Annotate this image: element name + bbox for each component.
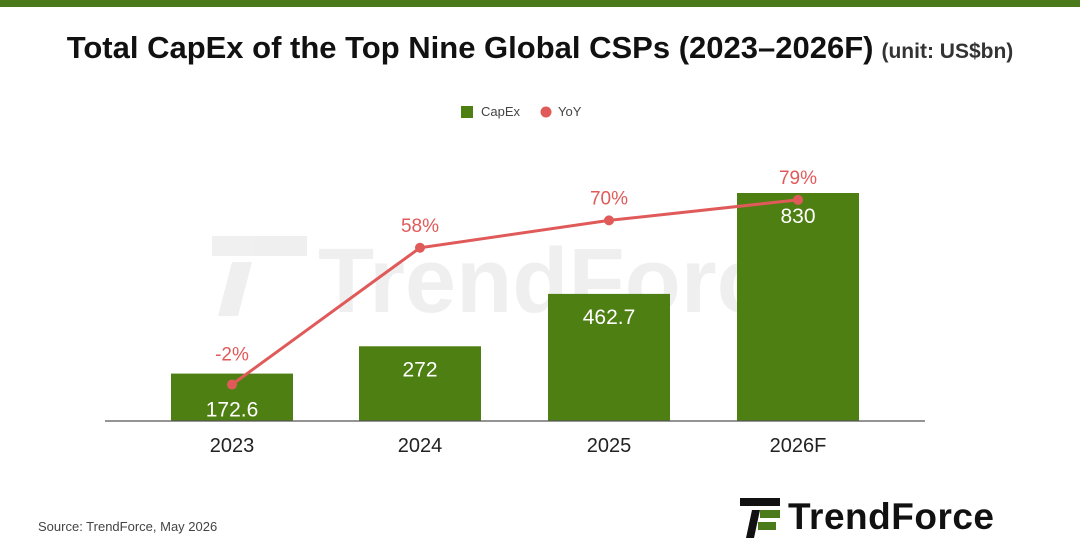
trendforce-logo-icon: [740, 498, 780, 538]
yoy-label-2023: -2%: [215, 345, 249, 366]
capex-label-2025: 462.7: [583, 306, 636, 329]
legend-yoy-marker: [540, 106, 552, 118]
yoy-label-2025: 70%: [590, 188, 628, 209]
legend-yoy-label: YoY: [558, 104, 582, 119]
capex-bars: [171, 193, 859, 421]
chart-title: Total CapEx of the Top Nine Global CSPs …: [66, 30, 874, 65]
yoy-line: [231, 198, 799, 386]
trendforce-watermark: TrendForce: [212, 230, 819, 332]
yoy-label-2026F: 79%: [779, 168, 817, 189]
x-tick-2024: 2024: [398, 435, 443, 457]
watermark-icon-bar: [212, 236, 307, 256]
capex-bar-2026F: [737, 193, 859, 421]
x-tick-2023: 2023: [210, 435, 255, 457]
yoy-line-series: -2% 58% 70% 79%: [215, 168, 817, 390]
trendforce-logo: TrendForce: [738, 494, 1058, 542]
x-tick-labels: 2023 2024 2025 2026F: [210, 435, 827, 457]
combo-chart: TrendForce CapEx YoY 172.6 272 462.7 830 -2%…: [105, 104, 925, 457]
chart-unit: (unit: US$bn): [881, 40, 1014, 63]
legend-capex-label: CapEx: [481, 104, 521, 119]
yoy-point-2024: [415, 242, 425, 253]
watermark-icon-stem: [218, 262, 252, 316]
capex-bar-2025: [548, 293, 670, 421]
capex-label-2026F: 830: [780, 205, 815, 228]
capex-label-2024: 272: [402, 358, 437, 381]
yoy-point-2023: [227, 379, 237, 390]
x-tick-2026F: 2026F: [770, 435, 827, 457]
capex-bar-2024: [359, 346, 481, 421]
capex-data-labels: 172.6 272 462.7 830: [206, 205, 816, 422]
yoy-point-2026F: [793, 194, 803, 205]
capex-label-2023: 172.6: [206, 399, 259, 422]
source-note: Source: TrendForce, May 2026: [38, 519, 218, 534]
x-tick-2025: 2025: [587, 435, 632, 457]
chart-legend: CapEx YoY: [461, 104, 582, 119]
top-accent-bar: [0, 0, 1080, 7]
yoy-label-2024: 58%: [401, 216, 439, 237]
trendforce-logo-text: TrendForce: [788, 496, 995, 537]
legend-capex-swatch: [461, 106, 473, 118]
chart-title-row: Total CapEx of the Top Nine Global CSPs …: [0, 30, 1080, 66]
yoy-point-2025: [604, 215, 614, 226]
